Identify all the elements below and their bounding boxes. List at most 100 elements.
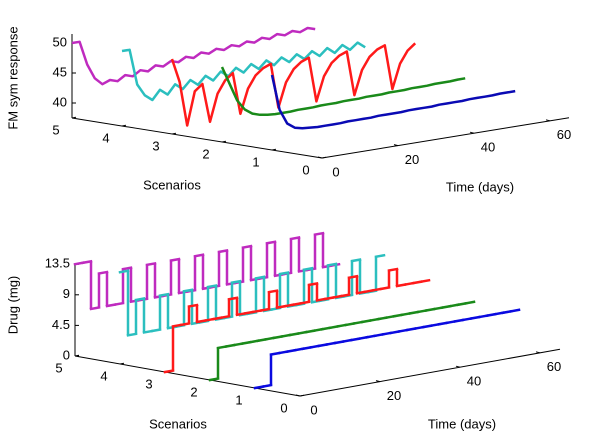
step-segment [211, 316, 223, 321]
step-segment [235, 311, 247, 317]
step-segment [336, 323, 348, 328]
x-tick-label: 0 [310, 402, 317, 417]
x-tick-label: 40 [467, 374, 481, 389]
x-tick [375, 380, 381, 383]
step-segment [312, 327, 324, 333]
step-segment [278, 271, 290, 276]
step-segment [429, 322, 441, 328]
step-segment [440, 304, 452, 310]
x-tick [535, 351, 541, 354]
step-segment [405, 327, 417, 332]
step-segment [299, 300, 311, 305]
series-line [170, 42, 417, 127]
z-tick-label: 50 [53, 34, 67, 49]
step-segment [283, 303, 295, 308]
y-tick [321, 156, 327, 159]
step-segment [469, 315, 481, 320]
step-segment [256, 337, 268, 343]
step-segment [416, 309, 428, 314]
step-segment [461, 317, 473, 322]
step-segment [296, 330, 308, 336]
step-segment [248, 339, 260, 344]
step-segment [285, 348, 297, 354]
y-tick [299, 394, 305, 397]
step-segment [456, 301, 468, 307]
step-segment [437, 321, 449, 326]
series-line [121, 41, 366, 102]
step-segment [230, 279, 242, 285]
step-segment [217, 248, 229, 254]
step-segment [400, 311, 412, 317]
z-tick-label: 4.5 [52, 317, 70, 332]
x-tick-label: 0 [332, 164, 339, 179]
step-segment [347, 274, 359, 280]
step-segment [195, 319, 207, 324]
step-segment [389, 330, 401, 335]
step-segment [240, 340, 252, 346]
x-tick-label: 20 [387, 388, 401, 403]
x-tick-label: 60 [557, 127, 571, 142]
step-segment [150, 328, 162, 333]
step-segment [384, 314, 396, 320]
step-segment [134, 297, 146, 302]
step-segment [424, 307, 436, 312]
step-segment [477, 314, 489, 319]
y-tick-label: 1 [235, 392, 242, 407]
step-segment [501, 309, 513, 315]
x-axis-label: Time (days) [446, 179, 514, 194]
step-segment [81, 259, 93, 265]
step-segment [341, 338, 353, 344]
step-segment [291, 301, 303, 307]
step-segment [371, 287, 383, 292]
step-segment [105, 303, 117, 308]
step-segment [301, 345, 313, 351]
step-segment [158, 292, 170, 298]
step-segment [118, 269, 130, 274]
step-segment [344, 322, 356, 327]
step-segment [453, 318, 465, 323]
step-segment [261, 383, 273, 389]
step-segment [179, 322, 191, 327]
step-segment [373, 332, 385, 338]
x-tick [393, 144, 399, 147]
x-tick [469, 131, 475, 134]
step-segment [368, 317, 380, 323]
step-segment [485, 312, 497, 318]
step-segment [509, 308, 521, 313]
x-tick [295, 394, 301, 397]
y-tick-label: 4 [102, 130, 109, 145]
step-segment [126, 332, 138, 337]
step-segment [89, 306, 101, 311]
step-segment [289, 236, 301, 241]
step-segment [411, 280, 423, 285]
step-segment [232, 342, 244, 347]
step-segment [193, 253, 205, 258]
step-segment [464, 300, 476, 305]
x-axis [299, 348, 561, 397]
series-line [270, 74, 516, 130]
step-segment [315, 297, 327, 302]
step-segment [219, 314, 231, 320]
step-segment [304, 329, 316, 334]
y-tick-label: 2 [202, 146, 209, 161]
step-segment [363, 288, 375, 294]
step-segment [331, 294, 343, 300]
y-axis-label: Scenarios [149, 416, 207, 431]
y-tick-label: 5 [52, 122, 59, 137]
step-segment [392, 313, 404, 318]
step-segment [339, 293, 351, 298]
step-segment [357, 335, 369, 341]
y-tick [119, 362, 125, 365]
step-segment [253, 385, 265, 390]
step-segment [97, 270, 109, 275]
y-tick-label: 3 [152, 138, 159, 153]
y-tick-label: 0 [302, 162, 309, 177]
step-segment [288, 332, 300, 337]
step-segment [203, 317, 215, 323]
z-tick-label: 9 [63, 286, 70, 301]
step-segment [208, 377, 220, 382]
x-axis-label: Time (days) [428, 416, 496, 431]
step-segment [448, 303, 460, 308]
